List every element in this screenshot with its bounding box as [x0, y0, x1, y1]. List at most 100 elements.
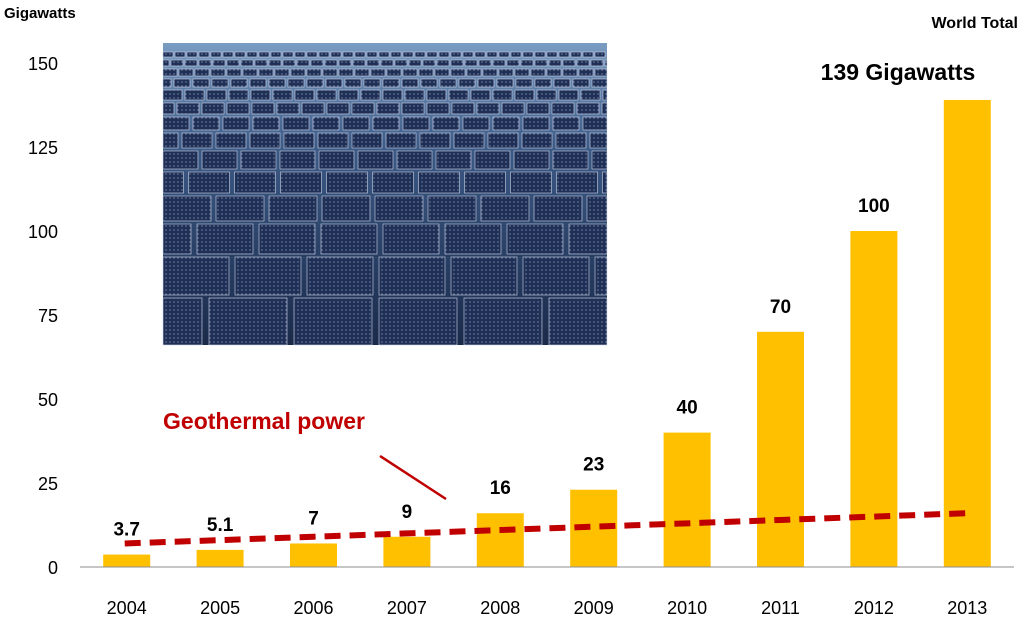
solar-panel-tile [282, 51, 294, 58]
solar-panel-tile [602, 89, 608, 101]
y-tick-label: 150 [28, 54, 58, 74]
solar-panel-tile [234, 256, 302, 296]
solar-panel-tile [211, 78, 229, 88]
y-axis-title: Gigawatts [4, 5, 76, 22]
solar-panel-tile [282, 59, 296, 67]
solar-panel-tile [576, 59, 590, 67]
solar-panel-tile [552, 116, 580, 131]
solar-panel-tile [594, 51, 606, 58]
solar-panel-tile [534, 59, 548, 67]
solar-panel-tile [210, 51, 222, 58]
y-tick-label: 125 [28, 138, 58, 158]
x-tick-label: 2011 [761, 598, 800, 618]
solar-panel-tile [401, 78, 419, 88]
y-tick-label: 50 [38, 390, 58, 410]
solar-panel-tile [372, 171, 414, 194]
geothermal-pointer-line [379, 454, 447, 501]
solar-panel-tile [274, 68, 290, 77]
solar-panel-tile [450, 256, 518, 296]
solar-panel-tile [436, 59, 450, 67]
solar-panel-tile [360, 89, 381, 101]
solar-panel-tile [378, 256, 446, 296]
bar-2004 [103, 554, 151, 567]
solar-panel-tile [354, 51, 366, 58]
y-tick-label: 100 [28, 222, 58, 242]
solar-panel-tile [520, 59, 534, 67]
solar-panel-tile [234, 171, 276, 194]
solar-panel-tile [435, 150, 472, 170]
solar-panel-tile [287, 78, 305, 88]
solar-panel-tile [162, 132, 179, 149]
solar-panel-tile [201, 102, 225, 115]
solar-panel-tile [586, 195, 608, 222]
solar-panel-tile [162, 150, 199, 170]
solar-panel-tile [312, 116, 340, 131]
solar-panel-tile [174, 51, 186, 58]
solar-panel-tile [427, 195, 477, 222]
solar-panel-tile [215, 195, 265, 222]
solar-panel-tile [184, 89, 205, 101]
solar-panel-tile [162, 223, 192, 255]
solar-panel-tile [526, 102, 550, 115]
solar-panel-tile [513, 150, 550, 170]
solar-panel-tile [551, 102, 575, 115]
solar-panel-tile [438, 51, 450, 58]
solar-panel-tile [318, 150, 355, 170]
solar-panel-tile [487, 132, 519, 149]
data-label: 40 [677, 398, 698, 419]
solar-panel-tile [404, 89, 425, 101]
solar-panel-tile [448, 89, 469, 101]
solar-panel-tile [480, 195, 530, 222]
solar-panel-tile [530, 68, 546, 77]
solar-panel-tile [451, 102, 475, 115]
solar-panel-tile [418, 68, 434, 77]
solar-panel-tile [522, 256, 590, 296]
solar-panel-tile [434, 68, 450, 77]
solar-panel-tile [419, 132, 451, 149]
solar-panel-tile [162, 78, 172, 88]
solar-panel-tile [162, 256, 230, 296]
solar-panel-tile [522, 51, 534, 58]
solar-panel-tile [208, 297, 288, 346]
solar-panel-tile [476, 102, 500, 115]
solar-panel-tile [408, 59, 422, 67]
geothermal-annotation: Geothermal power [163, 408, 365, 434]
solar-panel-tile [352, 59, 366, 67]
solar-panel-tile [162, 68, 178, 77]
solar-panel-tile [464, 171, 506, 194]
bar-2011 [757, 331, 804, 567]
solar-panel-tile [176, 102, 200, 115]
solar-panel-tile [178, 68, 194, 77]
solar-panel-tile [582, 116, 608, 131]
solar-panel-tile [268, 195, 318, 222]
solar-panel-tile [482, 68, 498, 77]
solar-panel-tile [466, 68, 482, 77]
solar-panel-tile [376, 102, 400, 115]
total-annotation: 139 Gigawatts [821, 59, 976, 85]
solar-panel-tile [548, 297, 608, 346]
solar-panel-tile [462, 116, 490, 131]
solar-panel-tile [496, 78, 514, 88]
solar-panel-tile [498, 51, 510, 58]
solar-panel-tile [594, 68, 608, 77]
solar-panel-tile [215, 132, 247, 149]
solar-panel-tile [510, 171, 552, 194]
solar-panel-tile [453, 132, 485, 149]
solar-panel-tile [578, 68, 594, 77]
solar-panel-tile [548, 59, 562, 67]
solar-panel-tile [590, 59, 604, 67]
solar-panel-tile [226, 59, 240, 67]
solar-panel-tile [510, 51, 522, 58]
bar-2008 [476, 513, 524, 567]
solar-panel-tile [268, 78, 286, 88]
solar-panel-tile [251, 102, 275, 115]
solar-panel-tile [450, 68, 466, 77]
x-tick-label: 2004 [107, 598, 147, 618]
solar-panel-tile [210, 68, 226, 77]
solar-panel-tile [162, 297, 203, 346]
solar-panel-tile [382, 223, 440, 255]
solar-panel-tile [249, 78, 267, 88]
geothermal-series [124, 510, 966, 547]
solar-panel-tile [420, 78, 438, 88]
data-label: 5.1 [207, 515, 234, 536]
